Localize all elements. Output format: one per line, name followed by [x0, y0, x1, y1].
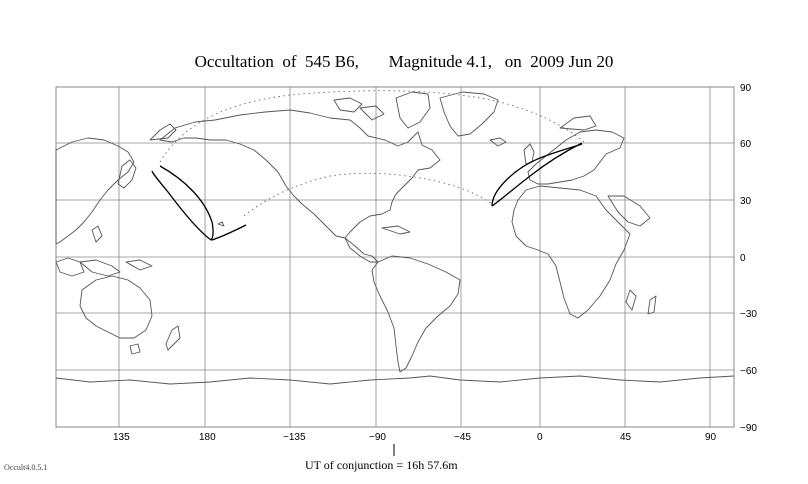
lat-tick: −60: [740, 366, 757, 377]
version-label: Occult4.0.5.1: [4, 463, 48, 472]
lon-tick: −45: [454, 432, 471, 443]
lon-tick: −135: [283, 432, 306, 443]
lat-tick: 90: [740, 83, 752, 94]
graticule: [56, 87, 734, 427]
lat-tick: −30: [740, 309, 757, 320]
title-star: Occultation of 545 B6,: [194, 52, 359, 71]
lon-tick: 180: [199, 432, 216, 443]
longitude-ticks: 135 180 −135 −90 −45 0 45 90: [113, 432, 717, 443]
coastlines: [55, 91, 735, 385]
map-title: Occultation of 545 B6, Magnitude 4.1, on…: [0, 52, 808, 72]
lat-tick: 0: [740, 253, 746, 264]
latitude-ticks: 90 60 30 0 −30 −60 −90: [740, 83, 757, 434]
lon-tick: 45: [620, 432, 632, 443]
lon-tick: 135: [113, 432, 130, 443]
occultation-track: [151, 142, 583, 241]
title-date: on 2009 Jun 20: [504, 52, 614, 71]
lon-tick: −90: [369, 432, 386, 443]
conjunction-label: UT of conjunction = 16h 57.6m: [305, 458, 458, 472]
lat-tick: 60: [740, 139, 752, 150]
lon-tick: 90: [705, 432, 717, 443]
lon-tick: 0: [537, 432, 543, 443]
lat-tick: 30: [740, 196, 752, 207]
title-magnitude: Magnitude 4.1,: [388, 52, 493, 71]
lat-tick: −90: [740, 423, 757, 434]
